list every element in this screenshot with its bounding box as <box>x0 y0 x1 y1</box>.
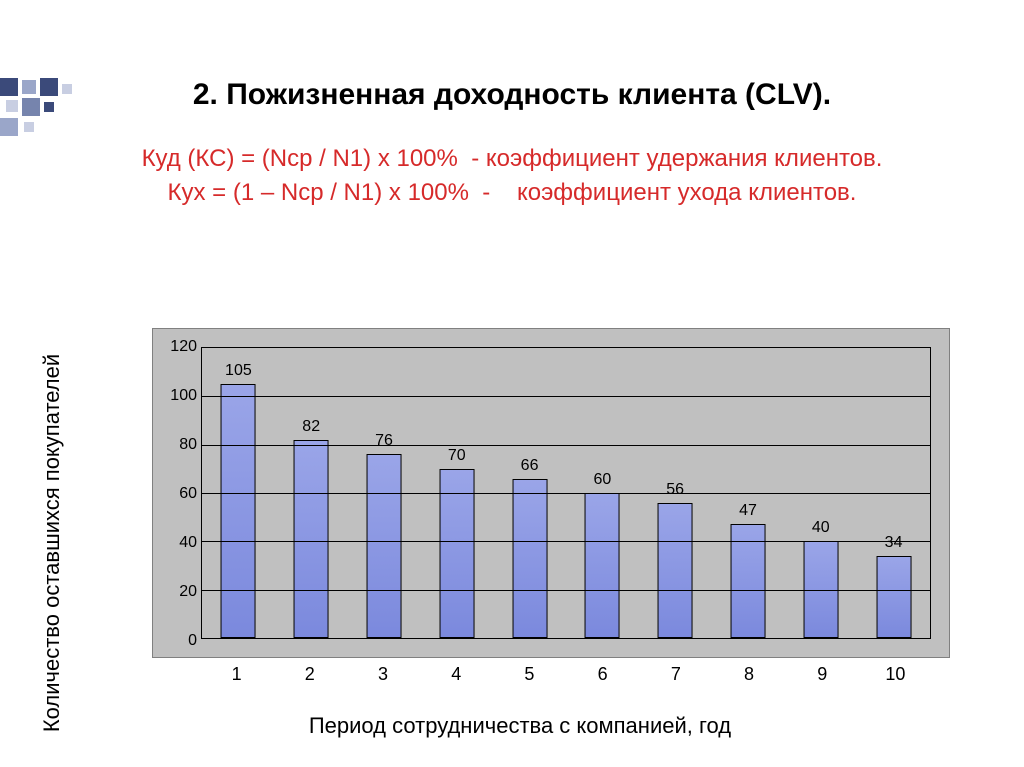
chart-gridline <box>202 590 930 591</box>
chart-bar <box>585 493 620 638</box>
chart-ytick: 100 <box>159 387 197 405</box>
chart-gridline <box>202 541 930 542</box>
chart-ytick: 60 <box>159 485 197 503</box>
chart-ytick: 40 <box>159 534 197 552</box>
chart-xtick: 9 <box>786 664 859 690</box>
chart-xtick: 10 <box>859 664 932 690</box>
chart-ytick: 20 <box>159 583 197 601</box>
chart-xtick: 1 <box>200 664 273 690</box>
deco-square <box>22 80 36 94</box>
chart-plot-area: 105 82 76 70 66 60 56 47 40 34 0 20 40 60 80 100 120 <box>152 328 950 658</box>
chart-xtick: 4 <box>420 664 493 690</box>
chart-gridline <box>202 445 930 446</box>
chart-bar <box>512 479 547 639</box>
deco-square <box>24 122 34 132</box>
chart-xlabel: Период сотрудничества с компанией, год <box>70 713 970 739</box>
chart-ytick: 0 <box>159 632 197 650</box>
chart-xtick: 2 <box>273 664 346 690</box>
slide-title: 2. Пожизненная доходность клиента (CLV). <box>0 78 1024 112</box>
deco-square <box>22 98 40 116</box>
deco-square <box>62 84 72 94</box>
formula-retention: Куд (КС) = (Nср / N1) х 100% - коэффицие… <box>0 142 1024 176</box>
chart-ylabel: Количество оставшихся покупателей <box>39 354 65 732</box>
chart-bar <box>439 469 474 638</box>
chart-bar-value: 60 <box>593 471 611 489</box>
chart-bar-value: 40 <box>812 519 830 537</box>
chart-ytick: 80 <box>159 436 197 454</box>
chart-bar <box>658 503 693 638</box>
chart: Количество оставшихся покупателей 105827… <box>70 318 970 767</box>
deco-square <box>44 102 54 112</box>
chart-bar-value: 76 <box>375 432 393 450</box>
chart-bar-value: 34 <box>885 534 903 552</box>
chart-bar <box>294 440 329 638</box>
chart-bar-value: 66 <box>521 457 539 475</box>
chart-gridline <box>202 396 930 397</box>
chart-xtick: 5 <box>493 664 566 690</box>
chart-bar-value: 47 <box>739 502 757 520</box>
deco-square <box>6 100 18 112</box>
chart-bar-value: 82 <box>302 418 320 436</box>
deco-square <box>0 118 18 136</box>
chart-bar-value: 105 <box>225 362 252 380</box>
chart-xtick: 8 <box>712 664 785 690</box>
formulas-block: Куд (КС) = (Nср / N1) х 100% - коэффицие… <box>0 142 1024 209</box>
deco-square <box>0 78 18 96</box>
chart-xticks: 12345678910 <box>200 664 932 690</box>
chart-bar <box>367 454 402 638</box>
corner-decoration <box>0 78 140 138</box>
chart-ytick: 120 <box>159 338 197 356</box>
deco-square <box>40 78 58 96</box>
chart-plot-inner: 105 82 76 70 66 60 56 47 40 34 <box>201 347 931 639</box>
chart-xtick: 6 <box>566 664 639 690</box>
chart-bar-value: 70 <box>448 447 466 465</box>
chart-xtick: 7 <box>639 664 712 690</box>
formula-churn: Кух = (1 – Nср / N1) х 100% - коэффициен… <box>0 176 1024 210</box>
chart-gridline <box>202 493 930 494</box>
chart-bar <box>221 384 256 638</box>
chart-xtick: 3 <box>346 664 419 690</box>
chart-bar <box>876 556 911 638</box>
chart-bar-value: 56 <box>666 481 684 499</box>
